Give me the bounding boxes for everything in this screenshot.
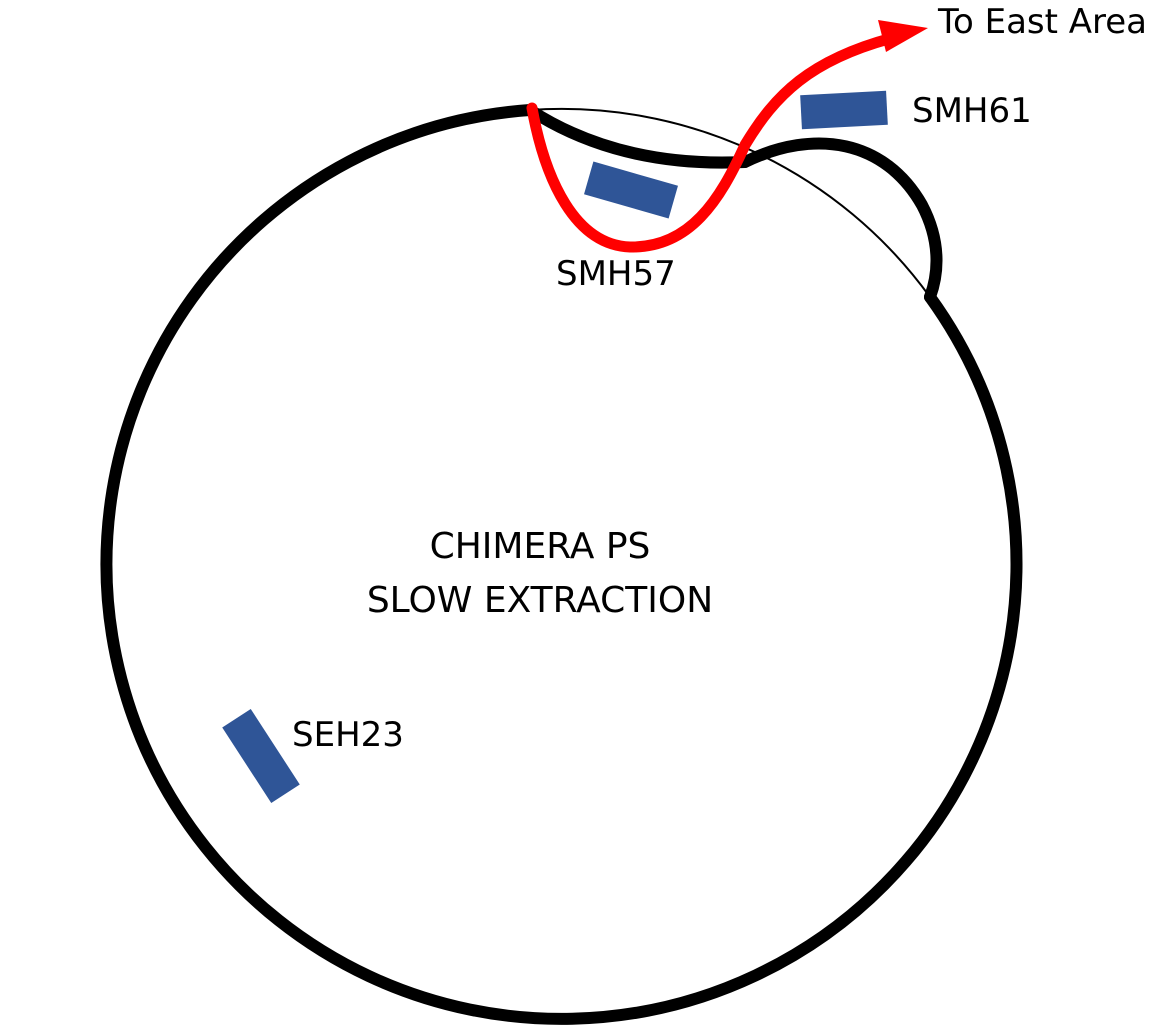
ps-ring [100,104,1023,1025]
extracted-beam [526,32,898,253]
diagram-title-line-2: SLOW EXTRACTION [367,580,713,621]
smh57-magnet [584,161,678,219]
smh61-magnet [800,90,888,130]
orbit-bump-inner [524,104,751,169]
orbit-bump-lobe [739,137,943,303]
smh61-label: SMH61 [912,91,1032,131]
extracted-beam-arrowhead [878,20,928,52]
seh23-magnet [222,709,300,803]
smh57-label: SMH57 [556,254,676,294]
seh23-label: SEH23 [292,715,404,755]
destination-label: To East Area [937,2,1147,42]
diagram-title-line-1: CHIMERA PS [430,526,651,567]
